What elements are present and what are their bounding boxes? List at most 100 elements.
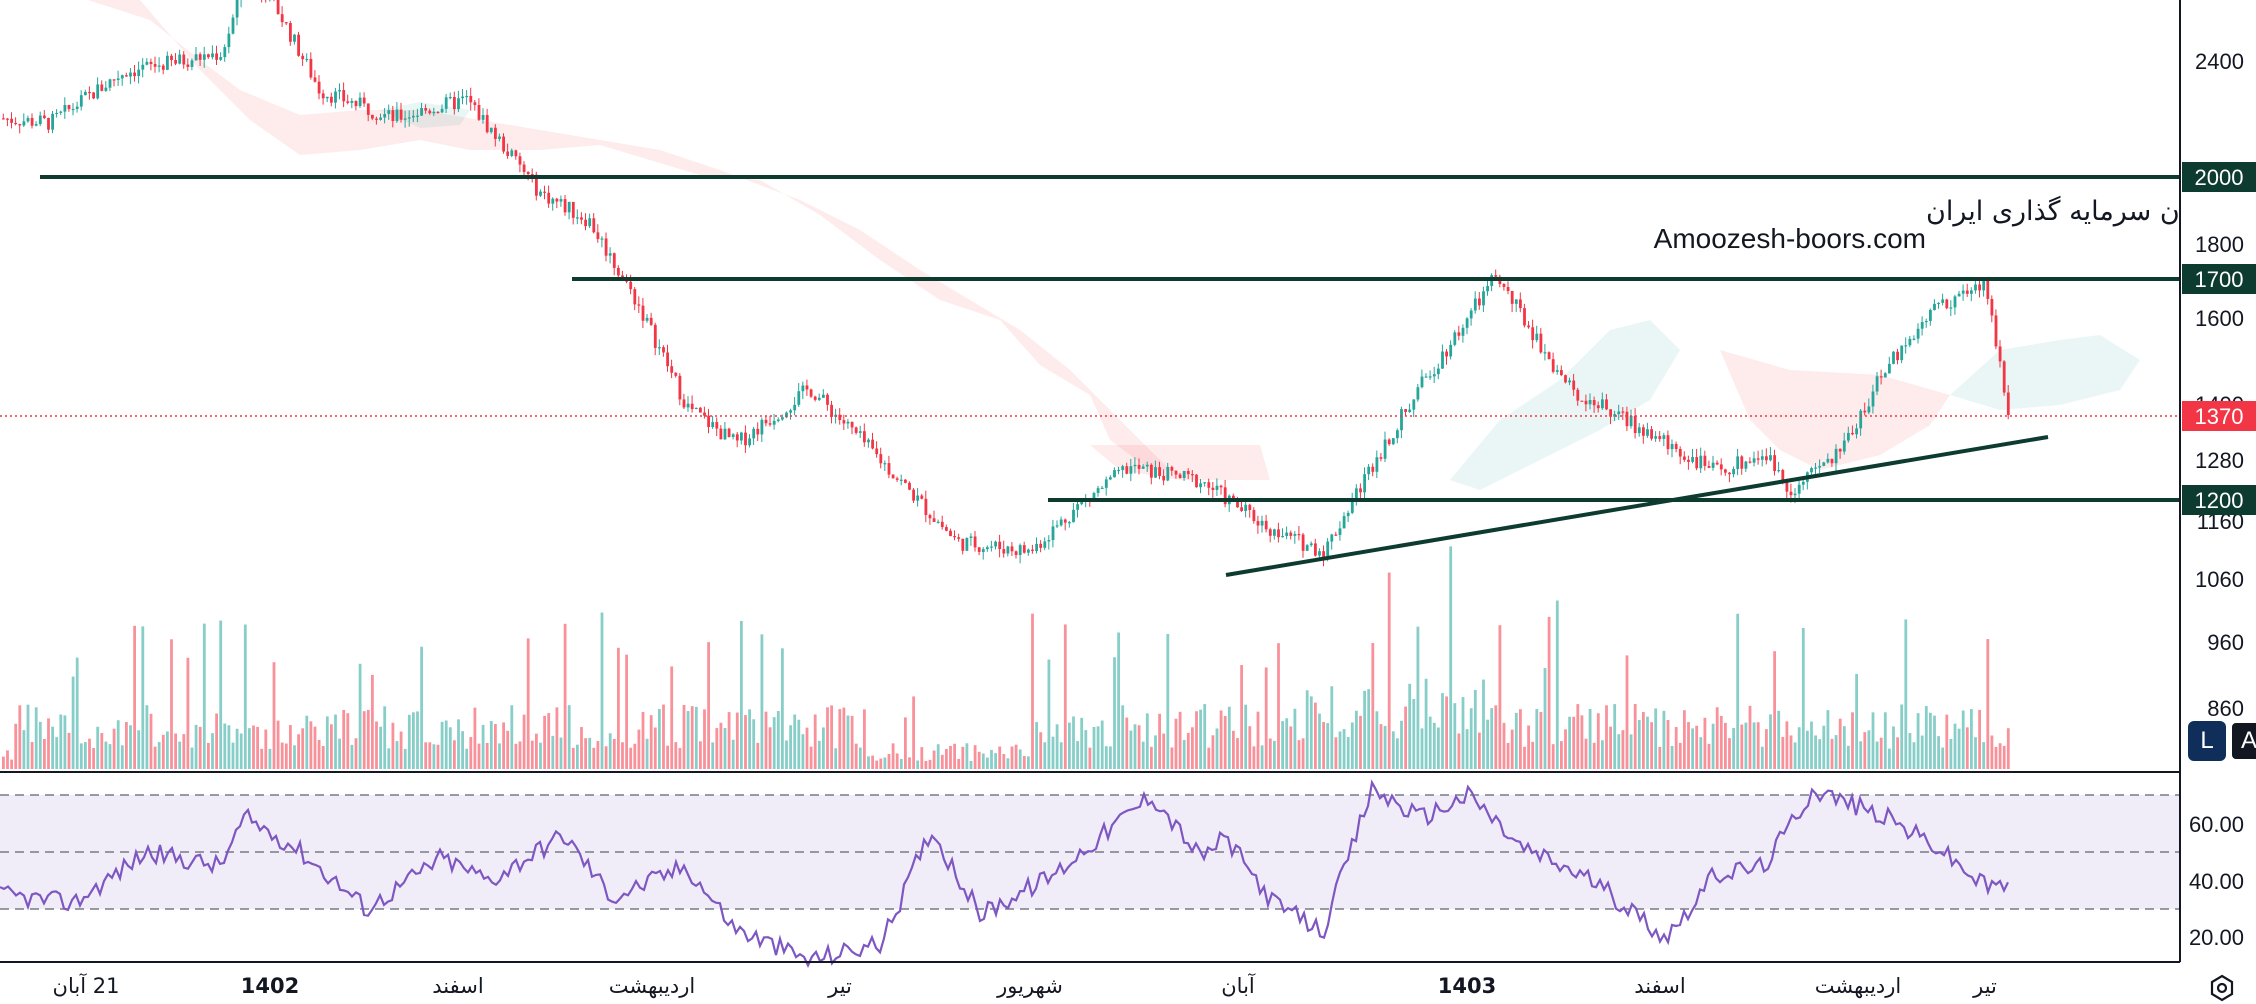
volume-bar: [1568, 716, 1571, 769]
volume-bar: [313, 726, 317, 769]
candle: [506, 143, 510, 159]
auto-scale-button[interactable]: A: [2230, 721, 2256, 761]
volume-bar: [2, 756, 5, 769]
volume-bar: [871, 755, 874, 769]
volume-bar: [920, 747, 924, 769]
volume-bar: [1957, 728, 1961, 769]
candle: [170, 53, 173, 67]
candle: [1892, 351, 1895, 365]
candle: [1658, 431, 1662, 442]
candle: [1273, 528, 1276, 540]
volume-bar: [494, 724, 497, 769]
volume-bar: [276, 720, 280, 769]
volume-bar: [1588, 709, 1592, 769]
volume-bar: [1457, 733, 1461, 769]
volume-bar: [444, 720, 448, 769]
candle: [785, 411, 788, 419]
volume-bar: [1305, 690, 1309, 769]
candle: [1555, 364, 1559, 375]
volume-bars: [2, 546, 2010, 769]
volume-bar: [530, 740, 534, 769]
candle: [641, 297, 645, 329]
candle: [1330, 533, 1334, 550]
candle: [990, 540, 993, 552]
volume-bar: [584, 738, 587, 769]
candle: [1642, 424, 1645, 444]
candle: [1822, 461, 1826, 467]
candle: [1195, 473, 1198, 488]
candle: [998, 534, 1002, 558]
volume-bar: [461, 731, 464, 769]
volume-bar: [239, 733, 243, 769]
volume-bar: [1748, 705, 1752, 769]
candle: [432, 107, 436, 117]
candle: [805, 379, 809, 396]
candle: [141, 58, 145, 78]
settings-icon[interactable]: [2208, 974, 2236, 1002]
volume-bar: [1264, 667, 1268, 769]
volume-bar: [879, 758, 883, 769]
candle: [1765, 448, 1768, 465]
volume-bar: [280, 742, 284, 769]
candle: [1703, 450, 1707, 471]
volume-bar: [854, 743, 858, 769]
log-scale-button[interactable]: L: [2188, 721, 2226, 761]
candle: [1293, 531, 1297, 544]
trendline[interactable]: [1225, 435, 2049, 577]
candle: [1523, 303, 1526, 328]
volume-bar: [1445, 696, 1448, 769]
volume-bar: [1510, 729, 1514, 769]
volume-bar: [1268, 738, 1272, 769]
rsi-line: [0, 779, 2009, 969]
volume-bar: [1904, 619, 1908, 769]
date-axis[interactable]: 21 آبان 1402 اسفند اردیبهشت تیر شهریور آبان 140…: [53, 973, 1997, 998]
volume-bar: [1842, 726, 1846, 769]
volume-bar: [899, 758, 903, 769]
volume-bar: [1322, 722, 1325, 769]
candle: [1756, 450, 1760, 465]
price-badges: 2000 1700 1370 1200: [2182, 162, 2256, 515]
volume-bar: [403, 748, 407, 769]
volume-bar: [1572, 716, 1576, 769]
volume-bar: [465, 748, 469, 769]
candle: [1711, 455, 1715, 471]
candle: [325, 96, 329, 103]
volume-bar: [1555, 600, 1559, 769]
candle: [1104, 476, 1108, 496]
candle: [280, 6, 284, 28]
candle: [240, 0, 242, 8]
volume-bar: [1330, 686, 1334, 769]
candle: [1022, 541, 1026, 554]
candle: [928, 513, 932, 525]
volume-bar: [125, 721, 128, 769]
volume-bar: [51, 726, 54, 769]
volume-bar: [1227, 706, 1231, 769]
volume-bar: [1018, 749, 1022, 769]
candle: [1879, 369, 1883, 385]
volume-bar: [1867, 730, 1871, 769]
volume-bar: [498, 743, 501, 769]
volume-bar: [608, 733, 612, 769]
volume-bar: [735, 712, 739, 769]
candle: [1855, 423, 1858, 439]
candle: [912, 488, 915, 503]
price-badge-1700: 1700: [2182, 264, 2256, 294]
volume-bar: [227, 725, 231, 769]
volume-bar: [75, 657, 79, 769]
volume-bar: [1519, 709, 1522, 769]
volume-bar: [1506, 742, 1510, 769]
candle: [969, 533, 973, 546]
volume-bar: [1129, 730, 1133, 769]
volume-bar: [1170, 747, 1174, 769]
volume-bar: [145, 705, 149, 769]
candle: [1506, 281, 1510, 295]
volume-bar: [96, 726, 100, 769]
candle: [1203, 482, 1207, 487]
candle: [1933, 299, 1936, 311]
candle: [846, 418, 850, 429]
candle: [1748, 457, 1752, 464]
candle: [96, 77, 100, 100]
candle: [854, 426, 858, 435]
volume-bar: [539, 742, 542, 769]
